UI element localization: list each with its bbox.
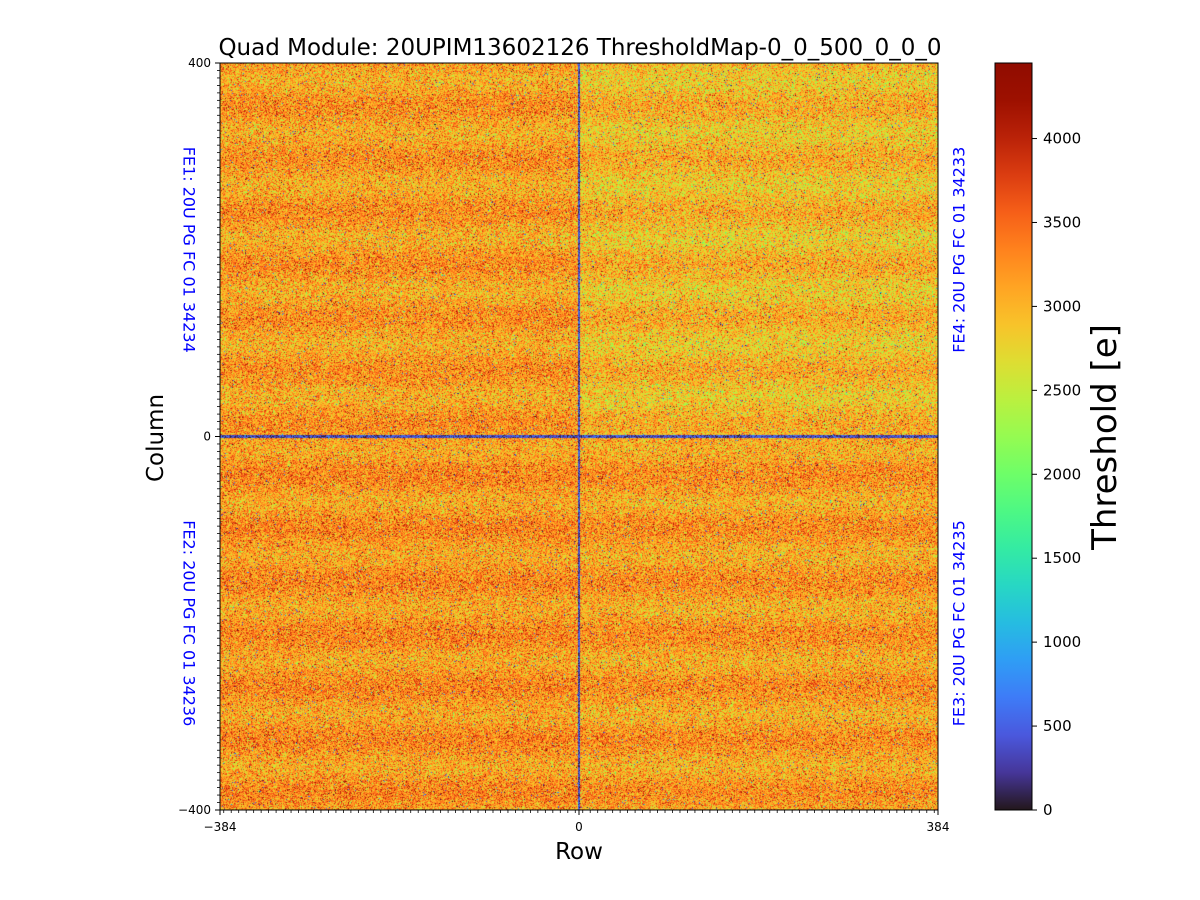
heatmap-canvas (220, 63, 938, 810)
colorbar-tick-label: 3500 (1043, 213, 1081, 231)
y-axis-label: Column (143, 394, 169, 482)
colorbar-tick-label: 2000 (1043, 465, 1081, 483)
colorbar-tick-label: 1500 (1043, 549, 1081, 567)
x-tick-label: 0 (575, 820, 583, 834)
colorbar (994, 62, 1033, 811)
chart-title: Quad Module: 20UPIM13602126 ThresholdMap… (218, 35, 941, 61)
quadrant-label-fe3: FE3: 20U PG FC 01 34235 (950, 520, 969, 726)
heatmap-container (220, 63, 938, 810)
colorbar-label: Threshold [e] (1085, 324, 1125, 551)
colorbar-tick-label: 4000 (1043, 130, 1081, 148)
y-tick-label: −400 (178, 803, 211, 817)
quadrant-label-fe4: FE4: 20U PG FC 01 34233 (950, 147, 969, 353)
colorbar-tick-label: 500 (1043, 717, 1072, 735)
colorbar-tick-label: 2500 (1043, 381, 1081, 399)
chart-marks: −384 0 384 400 0 −400 FE1: 20U PG FC 01 34234 F… (178, 56, 968, 834)
x-axis-label: Row (555, 839, 603, 865)
y-tick-label: 400 (188, 56, 211, 70)
colorbar-tick-label: 1000 (1043, 633, 1081, 651)
x-tick-label: −384 (204, 820, 237, 834)
colorbar-tick-label: 0 (1043, 801, 1053, 819)
colorbar-tick-label: 3000 (1043, 297, 1081, 315)
quadrant-label-fe2: FE2: 20U PG FC 01 34236 (180, 520, 199, 726)
x-tick-label: 384 (927, 820, 950, 834)
colorbar-ticks: 0 500 1000 1500 2000 2500 3000 3500 4000 (1032, 130, 1081, 819)
quadrant-label-fe1: FE1: 20U PG FC 01 34234 (180, 147, 199, 353)
y-tick-label: 0 (203, 430, 211, 444)
